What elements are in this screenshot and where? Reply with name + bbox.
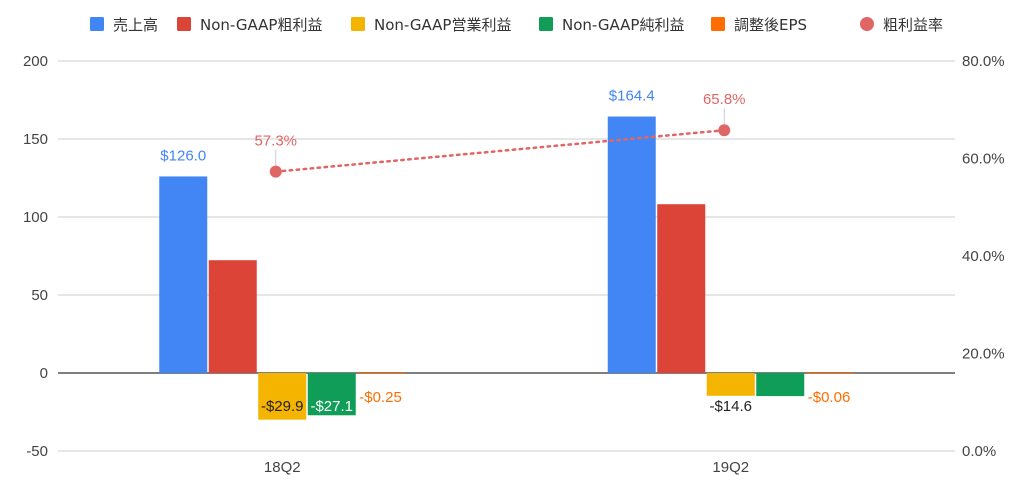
data-label: -$0.25 xyxy=(359,389,402,406)
x-tick-label: 19Q2 xyxy=(712,459,749,476)
data-label: -$29.9 xyxy=(261,398,304,415)
data-label: $164.4 xyxy=(609,88,655,105)
data-label: $126.0 xyxy=(160,147,206,164)
bar xyxy=(307,373,356,416)
bar xyxy=(756,373,805,397)
legend-label: 売上高 xyxy=(113,16,158,34)
line-data-label: 65.8% xyxy=(703,91,746,108)
y-tick-label: 50 xyxy=(31,287,48,304)
data-label: -$0.06 xyxy=(808,389,851,406)
legend-label: Non-GAAP営業利益 xyxy=(374,16,511,34)
legend-label: Non-GAAP純利益 xyxy=(562,16,684,34)
legend-swatch xyxy=(90,17,104,31)
legend-label: 粗利益率 xyxy=(883,16,943,34)
y-tick-label: 200 xyxy=(23,53,48,70)
bar xyxy=(258,373,307,420)
x-tick-label: 18Q2 xyxy=(264,459,301,476)
bar xyxy=(657,204,706,373)
legend-swatch xyxy=(539,17,553,31)
data-label: -$14.8 xyxy=(759,398,802,415)
bar xyxy=(357,373,406,374)
bar xyxy=(607,116,656,373)
y2-tick-label: 60.0% xyxy=(962,151,1005,168)
y-tick-label: 0 xyxy=(40,365,48,382)
legend-swatch xyxy=(711,17,725,31)
y-tick-label: 100 xyxy=(23,209,48,226)
y2-tick-label: 20.0% xyxy=(962,346,1005,363)
data-label: -$27.1 xyxy=(310,398,353,415)
legend-swatch xyxy=(177,17,191,31)
series-line xyxy=(274,128,726,173)
y-tick-label: 150 xyxy=(23,131,48,148)
y2-tick-label: 80.0% xyxy=(962,53,1005,70)
legend-swatch xyxy=(351,17,365,31)
line-point xyxy=(718,124,731,137)
bar xyxy=(805,373,854,374)
bar xyxy=(208,260,257,373)
line-data-label: 57.3% xyxy=(254,133,297,150)
y2-tick-label: 0.0% xyxy=(962,443,996,460)
y2-tick-label: 40.0% xyxy=(962,248,1005,265)
line-point xyxy=(269,165,282,178)
data-label: $108.2 xyxy=(658,211,704,228)
legend-label: Non-GAAP粗利益 xyxy=(200,16,322,34)
data-label: -$14.6 xyxy=(709,398,752,415)
legend-label: 調整後EPS xyxy=(734,16,807,34)
y-tick-label: -50 xyxy=(26,443,48,460)
bar xyxy=(159,176,208,373)
legend-swatch xyxy=(860,17,874,31)
bar xyxy=(706,373,755,396)
data-label: $72.3 xyxy=(214,267,252,284)
